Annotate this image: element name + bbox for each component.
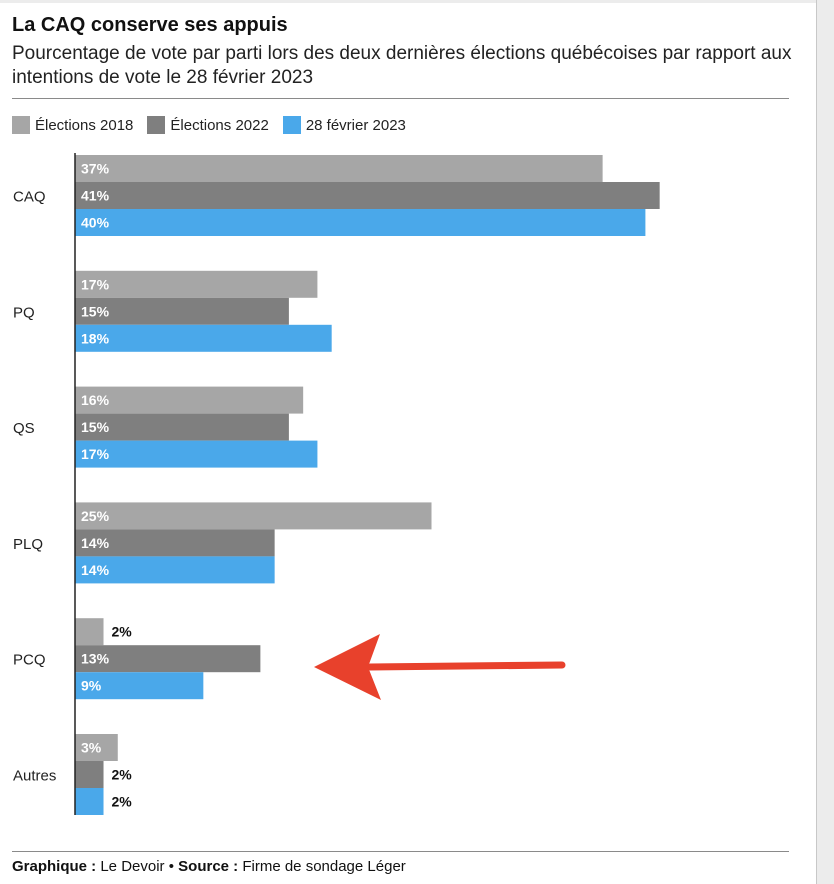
legend: Élections 2018 Élections 2022 28 février 2… bbox=[12, 115, 420, 135]
source-label: Source : bbox=[178, 858, 239, 875]
chart-footer: Graphique : Le Devoir • Source : Firme d… bbox=[12, 858, 406, 875]
legend-label: Élections 2018 bbox=[35, 116, 134, 134]
bar-caq-series-1 bbox=[75, 182, 660, 209]
category-label: PQ bbox=[13, 304, 35, 321]
header-divider bbox=[12, 98, 789, 99]
graphic-value: Le Devoir bbox=[100, 858, 165, 875]
bar-pcq-series-1 bbox=[75, 645, 261, 673]
bar-pcq-series-2 bbox=[75, 672, 204, 700]
bar-caq-series-0 bbox=[75, 155, 603, 182]
data-label: 37% bbox=[81, 161, 110, 177]
data-label: 41% bbox=[81, 188, 110, 204]
legend-swatch bbox=[282, 116, 301, 134]
data-label: 15% bbox=[81, 419, 110, 435]
bar-autres-series-2 bbox=[75, 788, 104, 815]
scrollbar-track[interactable] bbox=[817, 0, 834, 884]
data-label: 16% bbox=[81, 392, 110, 408]
category-label: PLQ bbox=[13, 536, 43, 553]
data-label: 25% bbox=[81, 508, 110, 524]
legend-item: 28 février 2023 bbox=[282, 116, 406, 134]
chart-card: La CAQ conserve ses appuis Pourcentage d… bbox=[0, 0, 817, 884]
arrow-shaft bbox=[366, 661, 566, 671]
data-label: 2% bbox=[112, 767, 133, 783]
graphic-label: Graphique : bbox=[12, 858, 97, 875]
data-label: 13% bbox=[81, 651, 110, 667]
data-label: 18% bbox=[81, 330, 110, 346]
source-value: Firme de sondage Léger bbox=[242, 858, 406, 875]
legend-label: Élections 2022 bbox=[170, 116, 269, 134]
data-label: 14% bbox=[81, 535, 110, 551]
data-label: 2% bbox=[112, 624, 133, 640]
legend-label: 28 février 2023 bbox=[305, 116, 406, 134]
data-label: 17% bbox=[81, 276, 110, 292]
bar-pq-series-1 bbox=[75, 297, 289, 325]
category-label: QS bbox=[13, 420, 35, 437]
bar-pq-series-0 bbox=[75, 270, 318, 298]
chart-subtitle: Pourcentage de vote par parti lors des d… bbox=[12, 43, 792, 88]
footer-separator: • bbox=[168, 858, 174, 875]
legend-item: Élections 2018 bbox=[12, 116, 133, 134]
bar-plq-series-2 bbox=[75, 556, 275, 584]
bar-autres-series-1 bbox=[75, 761, 104, 788]
data-label: 9% bbox=[81, 678, 102, 694]
bar-qs-series-0 bbox=[75, 386, 304, 414]
arrow-head bbox=[314, 634, 381, 700]
data-label: 3% bbox=[81, 740, 102, 756]
legend-swatch bbox=[147, 116, 166, 134]
chart-title: La CAQ conserve ses appuis bbox=[12, 14, 288, 36]
bar-chart: CAQ 37% 41% 40% PQ 17% 15% 18% QS 16% 15% 17% PLQ 25%… bbox=[13, 153, 660, 815]
data-label: 15% bbox=[81, 303, 110, 319]
bar-caq-series-2 bbox=[75, 209, 646, 236]
legend-swatch bbox=[12, 116, 30, 134]
data-label: 17% bbox=[81, 446, 110, 462]
bar-plq-series-1 bbox=[75, 529, 275, 557]
footer-divider bbox=[12, 851, 789, 852]
bar-autres-series-0 bbox=[75, 734, 118, 761]
bar-qs-series-2 bbox=[75, 440, 318, 468]
data-label: 14% bbox=[81, 562, 110, 578]
data-label: 40% bbox=[81, 215, 110, 231]
bar-pcq-series-0 bbox=[75, 618, 104, 646]
legend-item: Élections 2022 bbox=[147, 116, 269, 134]
category-label: PCQ bbox=[13, 652, 46, 669]
bar-pq-series-2 bbox=[75, 324, 332, 352]
bar-plq-series-0 bbox=[75, 502, 432, 530]
category-label: Autres bbox=[13, 768, 56, 785]
top-divider bbox=[0, 0, 816, 3]
data-label: 2% bbox=[112, 794, 133, 810]
category-label: CAQ bbox=[13, 189, 46, 206]
bar-qs-series-1 bbox=[75, 413, 289, 441]
